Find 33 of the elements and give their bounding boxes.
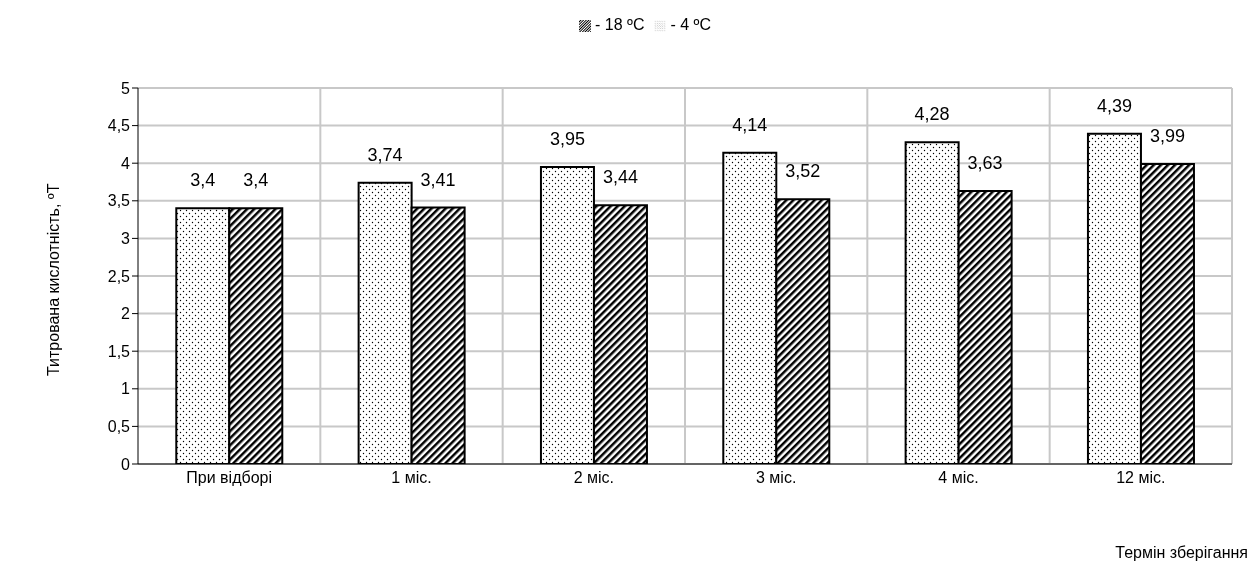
y-axis-title: Титрована кислотність, ºТ [44,183,62,376]
y-tick-label: 4 [121,154,131,172]
x-tick-label: 4 міс. [938,469,979,487]
y-tick-label: 3 [121,230,131,248]
y-tick-label: 0,5 [107,418,131,436]
x-tick-label: 2 міс. [573,469,615,487]
y-tick-label: 2 [121,305,131,323]
y-tick-label: 5 [121,79,131,97]
x-tick-label: При відборі [186,469,273,487]
x-tick-label: 12 міс. [1116,469,1166,487]
data-label: 3,95 [549,128,585,149]
x-tick-label: 1 міс. [391,469,432,487]
legend-label: - 4 ºC [670,16,711,33]
data-label: 3,63 [967,153,1003,174]
data-label: 3,44 [602,167,638,188]
data-label: 3,99 [1149,125,1185,146]
data-label: 3,74 [367,144,403,165]
data-label: 4,39 [1096,95,1132,116]
y-tick-label: 4,5 [107,117,131,135]
data-label: 4,14 [732,114,768,135]
x-tick-label: 3 міс. [755,469,797,487]
data-label: 3,41 [420,169,456,190]
y-tick-label: 0 [121,455,131,473]
data-label: 3,4 [243,170,269,191]
y-tick-label: 3,5 [107,192,131,210]
legend-label: - 18 ºC [595,16,645,33]
x-axis-title: Термін зберігання [1115,544,1248,562]
data-label: 3,52 [785,161,821,182]
y-tick-label: 1 [121,380,131,398]
data-label: 3,4 [190,170,216,191]
y-tick-label: 2,5 [107,267,131,285]
y-tick-label: 1,5 [107,342,131,360]
data-label: 4,28 [914,104,950,125]
